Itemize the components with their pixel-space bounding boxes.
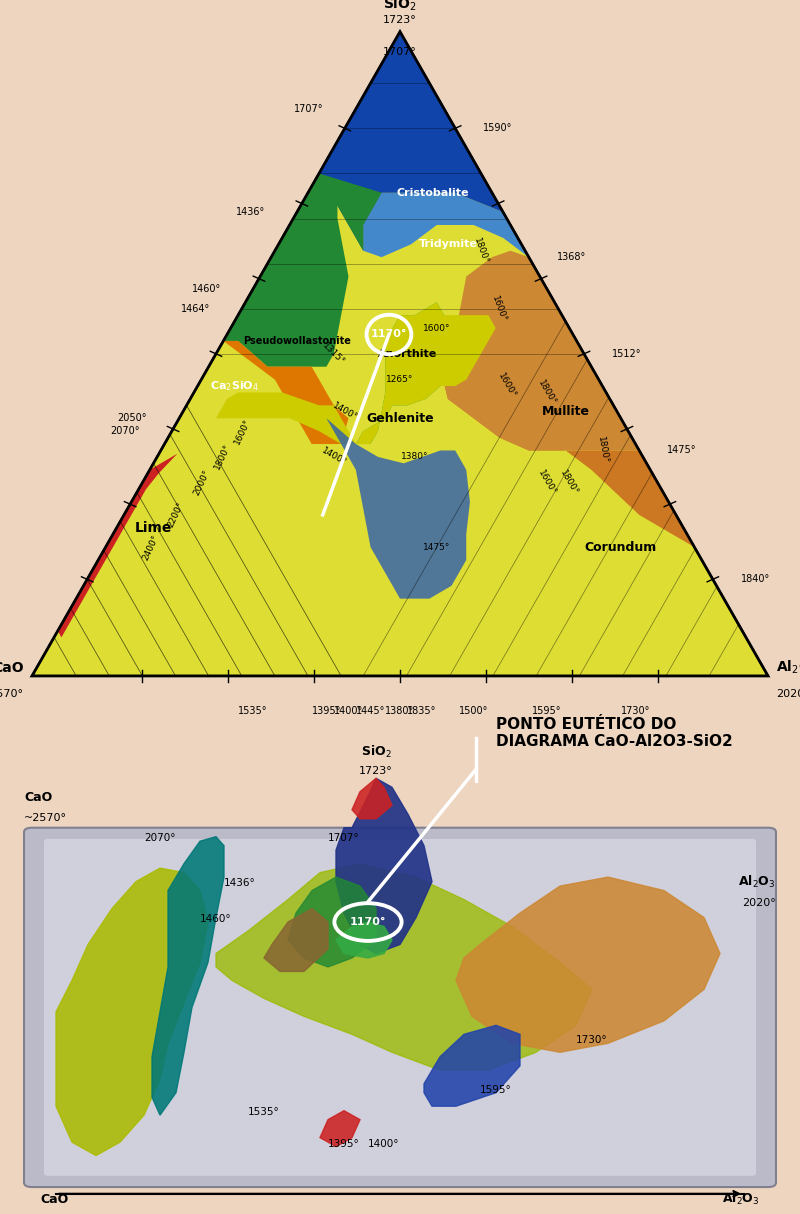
Text: 1707°: 1707° xyxy=(328,833,360,844)
Text: 1265°: 1265° xyxy=(386,375,414,384)
Text: ~2570°: ~2570° xyxy=(24,813,67,823)
Polygon shape xyxy=(319,32,529,257)
Polygon shape xyxy=(456,877,720,1053)
Text: 1170°: 1170° xyxy=(370,329,407,340)
Text: Al$_2$O$_3$: Al$_2$O$_3$ xyxy=(776,659,800,676)
Text: 1600°: 1600° xyxy=(496,371,518,401)
Text: Al$_2$O$_3$: Al$_2$O$_3$ xyxy=(722,1191,760,1207)
Text: 1840°: 1840° xyxy=(741,574,770,584)
Polygon shape xyxy=(320,1111,360,1146)
Text: PONTO EUTÉTICO DO
DIAGRAMA CaO-Al2O3-SiO2: PONTO EUTÉTICO DO DIAGRAMA CaO-Al2O3-SiO… xyxy=(496,716,733,749)
Polygon shape xyxy=(32,32,768,676)
Text: 1535°: 1535° xyxy=(248,1107,280,1117)
Text: CaO: CaO xyxy=(0,660,24,675)
Text: Mullite: Mullite xyxy=(542,405,590,419)
Text: 1590°: 1590° xyxy=(483,124,513,134)
Text: 1436°: 1436° xyxy=(236,208,265,217)
Text: Gehlenite: Gehlenite xyxy=(366,412,434,425)
Text: 1800°: 1800° xyxy=(558,469,580,497)
Text: 1730°: 1730° xyxy=(621,705,650,715)
Text: SiO$_2$: SiO$_2$ xyxy=(383,0,417,13)
Text: Lime: Lime xyxy=(134,521,172,535)
Text: 1730°: 1730° xyxy=(576,1036,608,1045)
Text: 1595°: 1595° xyxy=(480,1085,512,1095)
Text: 2000°: 2000° xyxy=(192,469,211,497)
Polygon shape xyxy=(437,251,639,450)
Text: 1400°: 1400° xyxy=(368,1139,400,1148)
Text: 1800°: 1800° xyxy=(472,237,490,265)
Text: 1600°: 1600° xyxy=(233,416,253,446)
Text: 1800°: 1800° xyxy=(212,443,232,471)
Polygon shape xyxy=(437,257,768,676)
Text: 1445°: 1445° xyxy=(356,705,386,715)
Text: 1395°: 1395° xyxy=(312,705,341,715)
Polygon shape xyxy=(264,908,328,971)
Text: 1460°: 1460° xyxy=(191,284,221,294)
Text: Cristobalite: Cristobalite xyxy=(397,188,470,198)
Text: 1600°: 1600° xyxy=(490,294,508,323)
Polygon shape xyxy=(363,32,529,257)
Text: CaO: CaO xyxy=(40,1193,68,1206)
Text: 1800°: 1800° xyxy=(595,436,610,465)
Polygon shape xyxy=(326,419,470,599)
Text: 1315°: 1315° xyxy=(321,341,346,367)
Text: Ca$_2$SiO$_4$: Ca$_2$SiO$_4$ xyxy=(210,379,259,393)
Text: 1368°: 1368° xyxy=(557,253,586,262)
Text: 1380°: 1380° xyxy=(401,453,429,461)
Text: 1170°: 1170° xyxy=(350,917,386,927)
Text: CaO: CaO xyxy=(24,790,52,804)
Text: 1464°: 1464° xyxy=(181,304,210,313)
Text: 1436°: 1436° xyxy=(224,878,256,889)
Text: Al$_2$O$_3$: Al$_2$O$_3$ xyxy=(738,874,776,890)
Text: Corundum: Corundum xyxy=(585,540,657,554)
Text: Anorthite: Anorthite xyxy=(378,348,437,359)
Text: 1535°: 1535° xyxy=(238,705,267,715)
Text: Pseudowollastonite: Pseudowollastonite xyxy=(243,336,351,346)
Text: 1400°: 1400° xyxy=(334,705,363,715)
Text: 2400°: 2400° xyxy=(141,533,160,561)
Text: 1800°: 1800° xyxy=(537,379,558,407)
Text: 1475°: 1475° xyxy=(423,543,450,551)
Text: Tridymite: Tridymite xyxy=(418,239,478,249)
Text: 1400°: 1400° xyxy=(320,447,348,467)
Polygon shape xyxy=(334,302,451,444)
Text: 2070°: 2070° xyxy=(144,833,176,844)
Polygon shape xyxy=(288,877,376,966)
Polygon shape xyxy=(424,1026,520,1106)
Polygon shape xyxy=(352,778,392,818)
Text: 1475°: 1475° xyxy=(667,446,697,455)
Text: 1835°: 1835° xyxy=(407,705,437,715)
Text: 2070°: 2070° xyxy=(110,426,140,436)
FancyBboxPatch shape xyxy=(24,828,776,1187)
Text: 1395°: 1395° xyxy=(328,1139,360,1148)
Text: 1707°: 1707° xyxy=(294,104,324,114)
Text: 1512°: 1512° xyxy=(612,348,642,359)
Text: 2050°: 2050° xyxy=(118,413,147,424)
Text: SiO$_2$: SiO$_2$ xyxy=(361,744,391,760)
Polygon shape xyxy=(216,302,496,444)
Text: 2020°: 2020° xyxy=(776,688,800,698)
Text: ~2570°: ~2570° xyxy=(0,688,24,698)
Polygon shape xyxy=(58,454,178,637)
Polygon shape xyxy=(161,341,349,450)
Text: 1595°: 1595° xyxy=(533,705,562,715)
Text: 1723°: 1723° xyxy=(359,766,393,776)
Text: 1723°: 1723° xyxy=(383,15,417,24)
Text: 1460°: 1460° xyxy=(200,914,232,924)
Text: 1707°: 1707° xyxy=(383,47,417,57)
Text: 1380°: 1380° xyxy=(386,705,414,715)
Text: 1400°: 1400° xyxy=(330,401,359,422)
Polygon shape xyxy=(336,778,432,953)
Text: 2020°: 2020° xyxy=(742,898,776,908)
Text: 1600°: 1600° xyxy=(423,324,450,333)
Polygon shape xyxy=(152,836,224,1116)
Text: 1600°: 1600° xyxy=(537,469,558,497)
Polygon shape xyxy=(216,863,592,1071)
FancyBboxPatch shape xyxy=(44,839,756,1176)
Polygon shape xyxy=(154,174,382,464)
Polygon shape xyxy=(336,923,392,958)
Polygon shape xyxy=(56,868,208,1156)
Text: 2200°: 2200° xyxy=(166,500,186,529)
Text: 1500°: 1500° xyxy=(459,705,488,715)
